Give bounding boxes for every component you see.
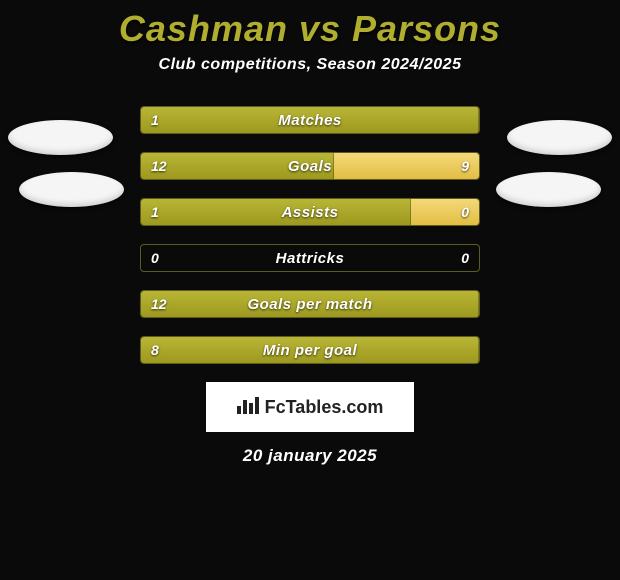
bar-left-value: 12 bbox=[151, 291, 167, 317]
page-subtitle: Club competitions, Season 2024/2025 bbox=[0, 56, 620, 74]
avatar-right bbox=[496, 172, 601, 207]
bar-label: Goals bbox=[141, 153, 479, 179]
bar-left-value: 8 bbox=[151, 337, 159, 363]
bar-right-value: 0 bbox=[461, 245, 469, 271]
stat-row: 0 0Hattricks bbox=[140, 244, 480, 272]
avatar-left bbox=[19, 172, 124, 207]
stat-row: 8Min per goal bbox=[140, 336, 480, 364]
bar-label: Min per goal bbox=[141, 337, 479, 363]
avatar-right bbox=[507, 120, 612, 155]
logo: FcTables.com bbox=[206, 382, 414, 432]
date-text: 20 january 2025 bbox=[0, 446, 620, 466]
bar-right-value: 9 bbox=[461, 153, 469, 179]
bar-label: Goals per match bbox=[141, 291, 479, 317]
bar-left-value: 0 bbox=[151, 245, 159, 271]
comparison-bars: 1Matches129Goals10Assists00Hattricks12Go… bbox=[140, 106, 480, 364]
bar-label: Matches bbox=[141, 107, 479, 133]
avatar-left bbox=[8, 120, 113, 155]
bar-left-value: 1 bbox=[151, 107, 159, 133]
bar-left-value: 12 bbox=[151, 153, 167, 179]
bar-label: Hattricks bbox=[141, 245, 479, 271]
bar-left-value: 1 bbox=[151, 199, 159, 225]
page-title: Cashman vs Parsons bbox=[0, 0, 620, 50]
stat-row: 12 9Goals bbox=[140, 152, 480, 180]
bar-right-value: 0 bbox=[461, 199, 469, 225]
stat-row: 1Matches bbox=[140, 106, 480, 134]
stat-row: 12Goals per match bbox=[140, 290, 480, 318]
chart-icon bbox=[237, 396, 259, 419]
bar-label: Assists bbox=[141, 199, 479, 225]
logo-text: FcTables.com bbox=[265, 397, 384, 418]
stat-row: 1 0Assists bbox=[140, 198, 480, 226]
